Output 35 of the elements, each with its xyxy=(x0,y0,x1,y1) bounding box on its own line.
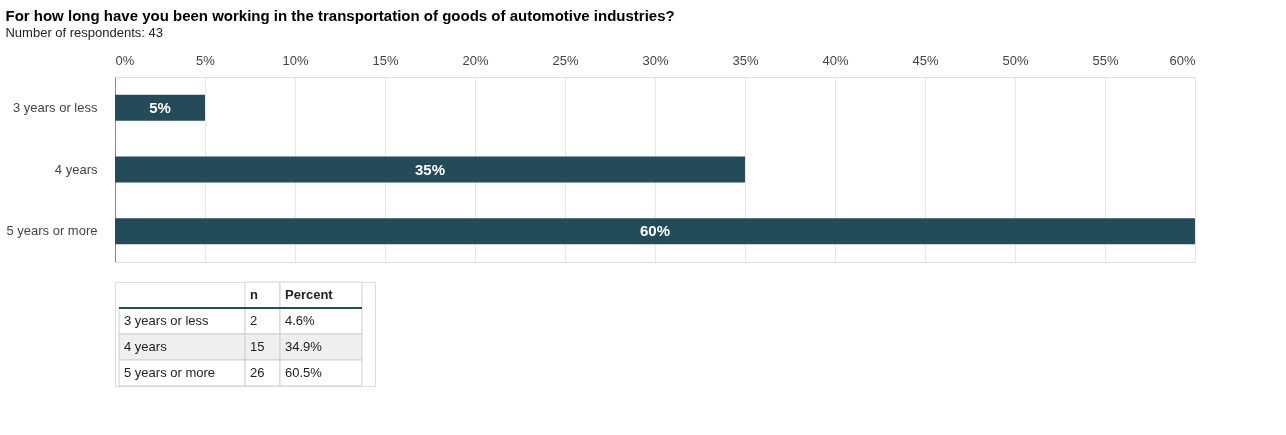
x-tick-label: 35% xyxy=(732,52,759,68)
text: 5 years or more xyxy=(124,365,216,380)
x-tick-label: 0% xyxy=(115,52,135,68)
text: 2 xyxy=(250,313,258,328)
y-tick-label: 4 years xyxy=(54,161,98,177)
x-tick-label: 60% xyxy=(1169,52,1196,68)
x-tick-label: 40% xyxy=(822,52,849,68)
x-tick-label: 5% xyxy=(196,52,216,68)
text: 34.9% xyxy=(285,339,323,354)
y-tick-label: 5 years or more xyxy=(6,223,98,239)
x-tick-label: 30% xyxy=(642,52,669,68)
x-tick-label: 45% xyxy=(912,52,939,68)
bar xyxy=(115,156,745,183)
text: 4.6% xyxy=(285,313,316,328)
text: 15 xyxy=(250,339,265,354)
text: 60.5% xyxy=(285,365,323,380)
text: Percent xyxy=(285,287,334,302)
data-label: 5% xyxy=(149,98,171,116)
data-label: 35% xyxy=(414,160,446,178)
data-label: 60% xyxy=(639,222,671,240)
chart-subtitle: Number of respondents: 43 xyxy=(5,24,164,40)
x-tick-label: 20% xyxy=(462,52,489,68)
chart-title: For how long have you been working in the transportation of goods of automotive industries? xyxy=(5,6,675,24)
x-tick-label: 15% xyxy=(372,52,399,68)
text: 3 years or less xyxy=(124,313,210,328)
bar xyxy=(115,94,205,121)
text: 4 years xyxy=(124,339,168,354)
bar xyxy=(115,218,1195,245)
y-tick-label: 3 years or less xyxy=(12,99,98,115)
x-tick-label: 50% xyxy=(1002,52,1029,68)
x-tick-label: 55% xyxy=(1092,52,1119,68)
x-tick-label: 10% xyxy=(282,52,309,68)
x-tick-label: 25% xyxy=(552,52,579,68)
text: 26 xyxy=(250,365,265,380)
text: n xyxy=(250,287,258,302)
